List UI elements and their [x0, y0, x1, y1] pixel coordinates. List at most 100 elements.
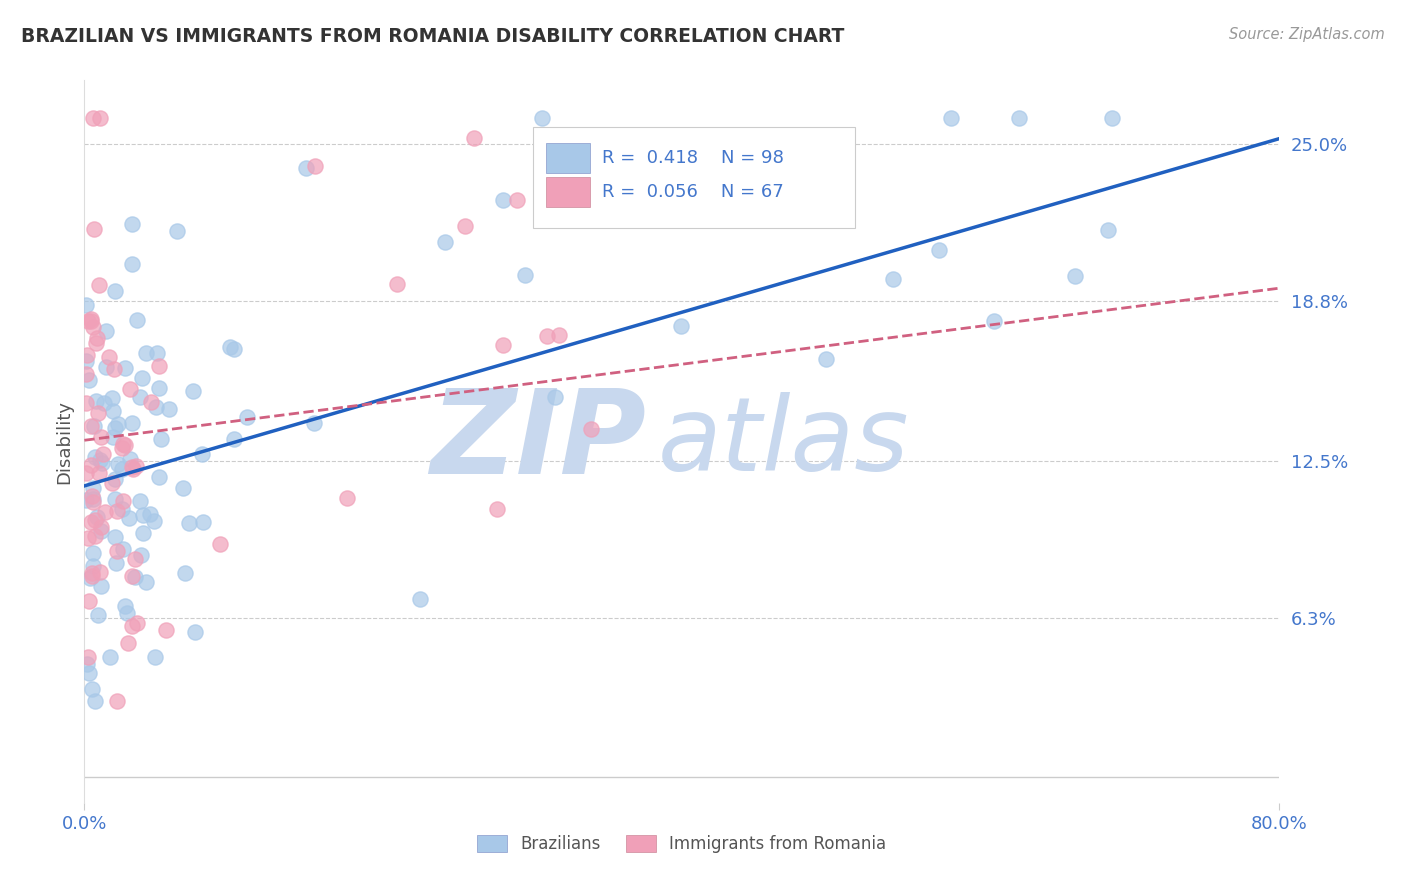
Point: [80, 515, 103, 529]
Point: [84, 529, 107, 543]
Point: [87, 278, 110, 293]
Point: [83, 419, 105, 434]
Point: [105, 694, 128, 708]
Point: [125, 313, 148, 327]
Point: [121, 257, 143, 271]
Point: [145, 400, 167, 414]
Point: [131, 371, 153, 385]
Point: [222, 343, 245, 357]
Point: [98, 650, 121, 665]
Point: [79, 418, 101, 433]
Text: R =  0.418    N = 98: R = 0.418 N = 98: [602, 149, 783, 168]
Point: [82, 492, 104, 507]
Text: BRAZILIAN VS IMMIGRANTS FROM ROMANIA DISABILITY CORRELATION CHART: BRAZILIAN VS IMMIGRANTS FROM ROMANIA DIS…: [21, 27, 845, 45]
Point: [103, 284, 125, 298]
Point: [105, 544, 128, 558]
Point: [149, 432, 172, 446]
Point: [172, 482, 194, 496]
Point: [104, 491, 127, 506]
Point: [76, 657, 98, 672]
Point: [114, 599, 136, 614]
Point: [82, 546, 104, 560]
Point: [101, 430, 124, 444]
Point: [83, 450, 105, 465]
Point: [75, 353, 97, 368]
Point: [1097, 223, 1119, 237]
Point: [235, 410, 257, 425]
Point: [84, 393, 107, 408]
Point: [80, 569, 103, 583]
Point: [93, 395, 115, 409]
Point: [111, 462, 134, 476]
Point: [157, 402, 180, 417]
Point: [125, 616, 148, 631]
Point: [107, 457, 129, 471]
Point: [184, 625, 207, 640]
Point: [104, 472, 127, 486]
Point: [536, 328, 558, 343]
Point: [90, 579, 112, 593]
FancyBboxPatch shape: [546, 178, 591, 208]
Point: [492, 193, 515, 207]
Point: [118, 382, 141, 396]
Y-axis label: Disability: Disability: [55, 400, 73, 483]
Point: [530, 112, 553, 126]
Point: [703, 177, 725, 191]
Point: [304, 159, 326, 173]
Point: [505, 193, 527, 207]
Point: [94, 359, 117, 374]
Point: [121, 459, 143, 474]
Point: [111, 494, 134, 508]
FancyBboxPatch shape: [546, 143, 591, 173]
Point: [179, 516, 201, 530]
Point: [224, 432, 246, 446]
Point: [82, 559, 104, 574]
Point: [882, 272, 904, 286]
Point: [135, 345, 157, 359]
Point: [125, 459, 148, 474]
Point: [101, 476, 124, 491]
Point: [87, 608, 110, 623]
Point: [121, 569, 143, 583]
Point: [121, 218, 143, 232]
Point: [815, 351, 838, 366]
Text: R =  0.056    N = 67: R = 0.056 N = 67: [602, 183, 783, 202]
Point: [148, 381, 170, 395]
Point: [1063, 268, 1085, 283]
Point: [132, 508, 155, 522]
Point: [75, 493, 97, 508]
Text: ZIP: ZIP: [430, 384, 647, 499]
Point: [485, 502, 508, 516]
Point: [82, 320, 104, 334]
Point: [492, 337, 515, 351]
Point: [385, 277, 408, 291]
FancyBboxPatch shape: [533, 128, 855, 228]
Point: [148, 359, 170, 374]
Point: [983, 313, 1005, 327]
Point: [115, 607, 138, 621]
Point: [104, 421, 127, 435]
Point: [143, 649, 166, 664]
Point: [129, 390, 152, 404]
Point: [110, 442, 132, 456]
Point: [107, 417, 129, 431]
Point: [103, 361, 125, 376]
Point: [114, 361, 136, 376]
Point: [76, 348, 98, 362]
Point: [295, 161, 318, 175]
Point: [155, 623, 177, 637]
Point: [669, 318, 692, 333]
Point: [87, 406, 110, 420]
Point: [111, 437, 134, 451]
Point: [121, 619, 143, 633]
Point: [219, 339, 242, 353]
Point: [80, 314, 103, 328]
Text: atlas: atlas: [658, 392, 910, 491]
Point: [454, 219, 477, 233]
Point: [94, 505, 117, 519]
Point: [928, 243, 950, 257]
Point: [409, 591, 432, 606]
Point: [548, 328, 571, 343]
Point: [79, 458, 101, 472]
Point: [77, 314, 100, 328]
